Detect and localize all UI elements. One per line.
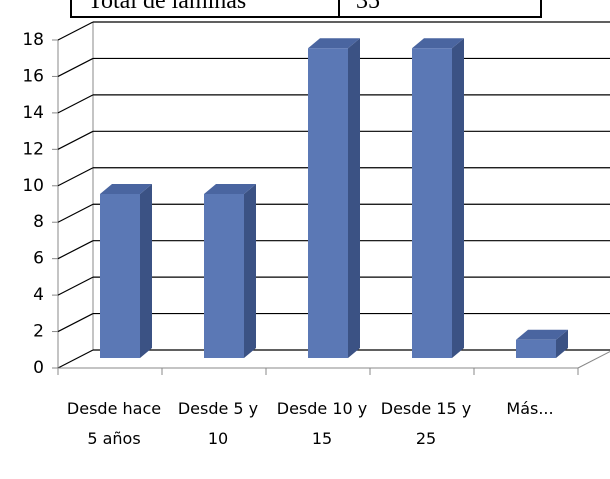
grid-line: [57, 57, 94, 77]
bar: [204, 194, 244, 358]
bar: [516, 339, 556, 358]
bar: [100, 194, 140, 358]
grid-line: [57, 94, 94, 114]
y-tick-label: 8: [33, 212, 44, 232]
grid-line: [57, 349, 94, 369]
y-tick-label: 12: [22, 139, 44, 159]
y-tick-label: 18: [22, 30, 44, 50]
y-tick-label: 14: [22, 103, 44, 123]
y-tick-label: 4: [33, 285, 44, 305]
grid-line: [57, 203, 94, 223]
x-tick-label: Desde 5 y 10: [177, 399, 259, 448]
bar-side: [556, 329, 568, 358]
grid-line: [57, 240, 94, 260]
bar-top: [204, 184, 256, 194]
x-tick-label: Desde 15 y 25: [380, 399, 472, 448]
summary-table: Total de láminas 35: [70, 0, 542, 18]
grid-line: [57, 21, 94, 41]
y-tick-label: 16: [22, 66, 44, 86]
x-tick-label: Desde 10 y 15: [276, 399, 368, 448]
x-tick-label: Más...: [506, 399, 554, 418]
bar-top: [412, 38, 464, 49]
y-tick-label: 2: [33, 322, 44, 342]
bar-side: [348, 38, 360, 358]
y-tick-label: 0: [33, 358, 44, 378]
x-tick-label: Desde hace 5 años: [66, 399, 162, 448]
table-label: Total de láminas: [72, 0, 340, 16]
grid-line: [57, 276, 94, 296]
bar: [412, 48, 452, 358]
floor-edge: [577, 350, 610, 369]
bar-top: [516, 329, 568, 340]
bar: [308, 48, 348, 358]
grid-line: [57, 130, 94, 150]
bar-top: [308, 38, 360, 49]
grid-line: [57, 313, 94, 333]
y-tick-label: 10: [22, 176, 44, 196]
bar-side: [140, 184, 152, 358]
bar-side: [244, 184, 256, 358]
bar-side: [452, 38, 464, 358]
table-value: 35: [356, 0, 380, 14]
y-tick-label: 6: [33, 249, 44, 269]
grid-line: [57, 167, 94, 187]
bar-top: [100, 184, 152, 194]
